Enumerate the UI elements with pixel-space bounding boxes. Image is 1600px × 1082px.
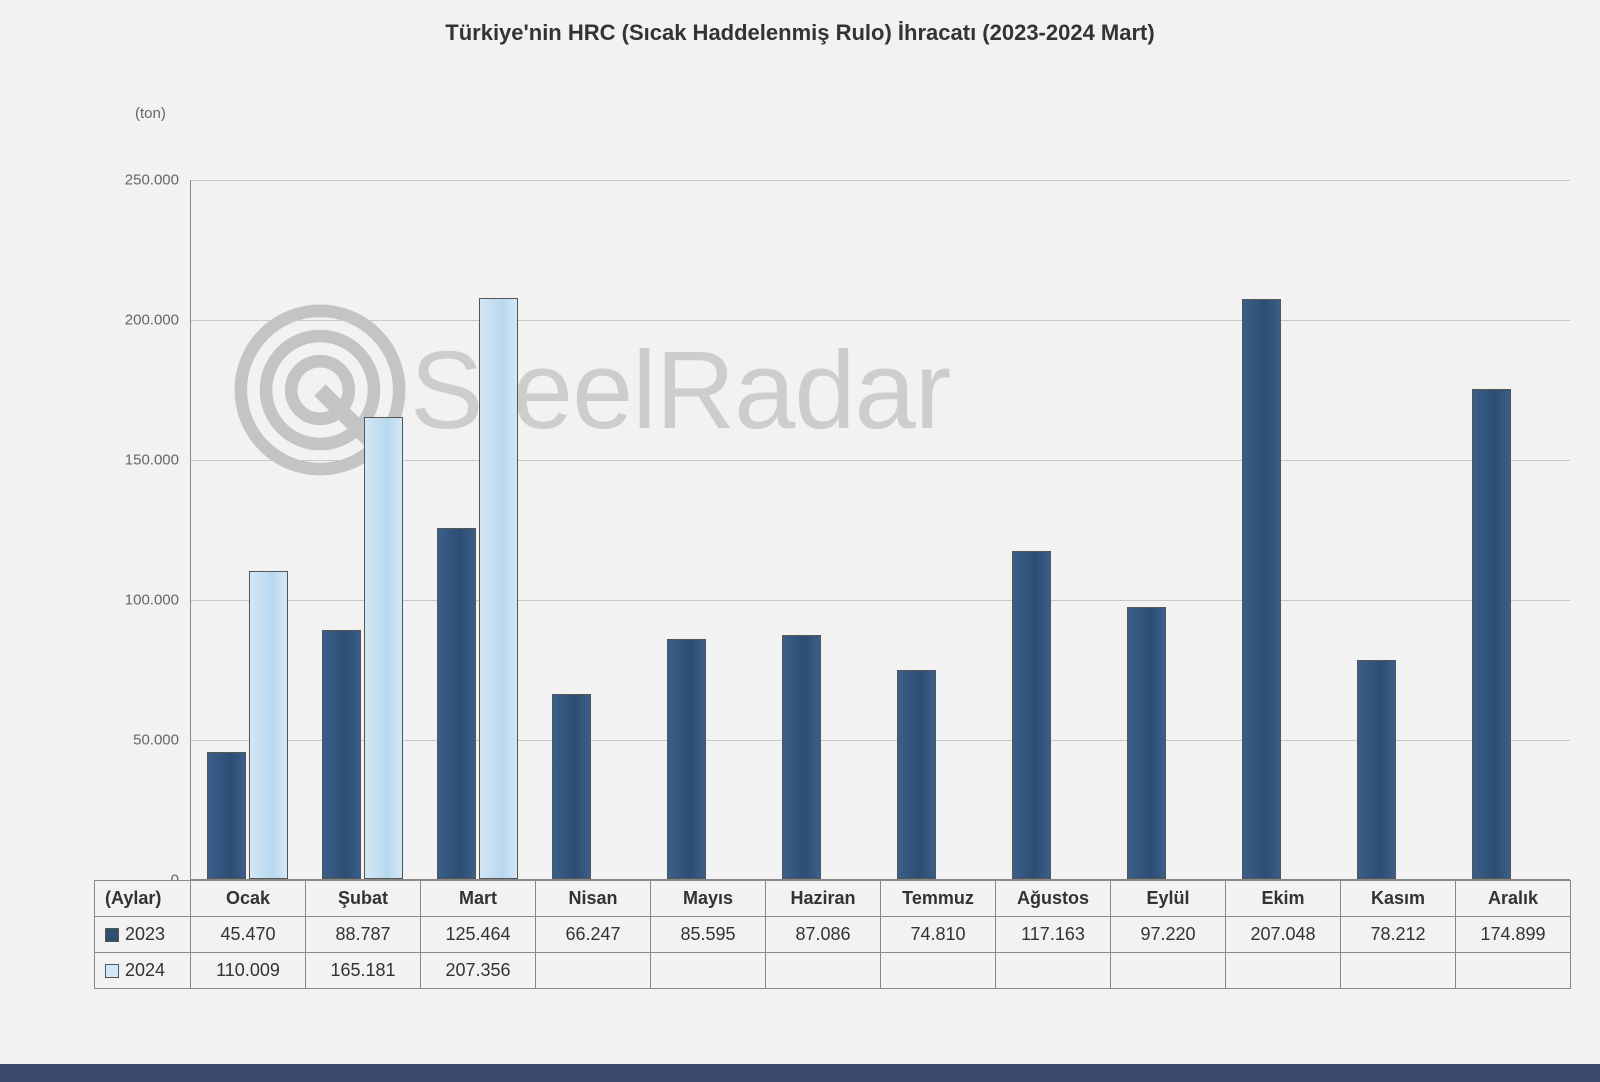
- series-name-label: 2023: [125, 924, 165, 944]
- chart-title: Türkiye'nin HRC (Sıcak Haddelenmiş Rulo)…: [0, 20, 1600, 46]
- table-cell: [996, 953, 1111, 989]
- legend-swatch-icon: [105, 928, 119, 942]
- table-month-header: Haziran: [766, 881, 881, 917]
- bar-2023-kasım: [1357, 660, 1396, 879]
- gridline: [191, 180, 1570, 181]
- table-cell: [536, 953, 651, 989]
- table-month-header: Aralık: [1456, 881, 1571, 917]
- y-tick-label: 50.000: [133, 732, 191, 749]
- table-month-header: Mayıs: [651, 881, 766, 917]
- bar-2024-mart: [479, 298, 518, 879]
- bar-2023-mayıs: [667, 639, 706, 879]
- table-cell: [1226, 953, 1341, 989]
- table-cell: 45.470: [191, 917, 306, 953]
- table-cell: 165.181: [306, 953, 421, 989]
- table-month-header: Temmuz: [881, 881, 996, 917]
- table-cell: 125.464: [421, 917, 536, 953]
- table-month-header: Kasım: [1341, 881, 1456, 917]
- gridline: [191, 320, 1570, 321]
- legend-swatch-icon: [105, 964, 119, 978]
- y-tick-label: 150.000: [125, 452, 191, 469]
- chart-container: Türkiye'nin HRC (Sıcak Haddelenmiş Rulo)…: [0, 0, 1600, 1082]
- y-tick-label: 100.000: [125, 592, 191, 609]
- table-month-header: Nisan: [536, 881, 651, 917]
- table-month-header: Ocak: [191, 881, 306, 917]
- series-row-header-2023: 2023: [95, 917, 191, 953]
- bar-2023-mart: [437, 528, 476, 879]
- table-cell: [651, 953, 766, 989]
- table-cell: 110.009: [191, 953, 306, 989]
- table-header-row: (Aylar)OcakŞubatMartNisanMayısHaziranTem…: [95, 881, 1571, 917]
- table-month-header: Mart: [421, 881, 536, 917]
- table-month-header: Ekim: [1226, 881, 1341, 917]
- table-cell: [881, 953, 996, 989]
- table-cell: [1456, 953, 1571, 989]
- table-cell: 207.048: [1226, 917, 1341, 953]
- table-row: 2024 110.009165.181207.356: [95, 953, 1571, 989]
- table-cell: 174.899: [1456, 917, 1571, 953]
- table-cell: 66.247: [536, 917, 651, 953]
- table-cell: 88.787: [306, 917, 421, 953]
- table-cell: 117.163: [996, 917, 1111, 953]
- bar-2023-aralık: [1472, 389, 1511, 879]
- table-cell: 74.810: [881, 917, 996, 953]
- table-cell: [1341, 953, 1456, 989]
- bottom-accent-bar: [0, 1064, 1600, 1082]
- y-tick-label: 250.000: [125, 172, 191, 189]
- bar-2023-haziran: [782, 635, 821, 879]
- bar-2024-şubat: [364, 417, 403, 880]
- bar-2023-temmuz: [897, 670, 936, 879]
- bar-2023-ağustos: [1012, 551, 1051, 879]
- data-table: (Aylar)OcakŞubatMartNisanMayısHaziranTem…: [94, 880, 1571, 989]
- table-cell: 207.356: [421, 953, 536, 989]
- table-cell: 87.086: [766, 917, 881, 953]
- table-cell: [766, 953, 881, 989]
- bar-2023-şubat: [322, 630, 361, 879]
- table-month-header: Eylül: [1111, 881, 1226, 917]
- y-axis-unit-label: (ton): [135, 105, 166, 122]
- series-row-header-2024: 2024: [95, 953, 191, 989]
- bar-2023-eylül: [1127, 607, 1166, 879]
- bar-2023-ekim: [1242, 299, 1281, 879]
- table-corner-cell: (Aylar): [95, 881, 191, 917]
- table-row: 2023 45.47088.787125.46466.24785.59587.08…: [95, 917, 1571, 953]
- table-cell: 78.212: [1341, 917, 1456, 953]
- table-cell: [1111, 953, 1226, 989]
- y-tick-label: 200.000: [125, 312, 191, 329]
- bar-2023-ocak: [207, 752, 246, 879]
- plot-area: 050.000100.000150.000200.000250.000: [190, 180, 1570, 880]
- series-name-label: 2024: [125, 960, 165, 980]
- bar-2023-nisan: [552, 694, 591, 879]
- table-month-header: Ağustos: [996, 881, 1111, 917]
- table-month-header: Şubat: [306, 881, 421, 917]
- bar-2024-ocak: [249, 571, 288, 879]
- table-cell: 97.220: [1111, 917, 1226, 953]
- table-cell: 85.595: [651, 917, 766, 953]
